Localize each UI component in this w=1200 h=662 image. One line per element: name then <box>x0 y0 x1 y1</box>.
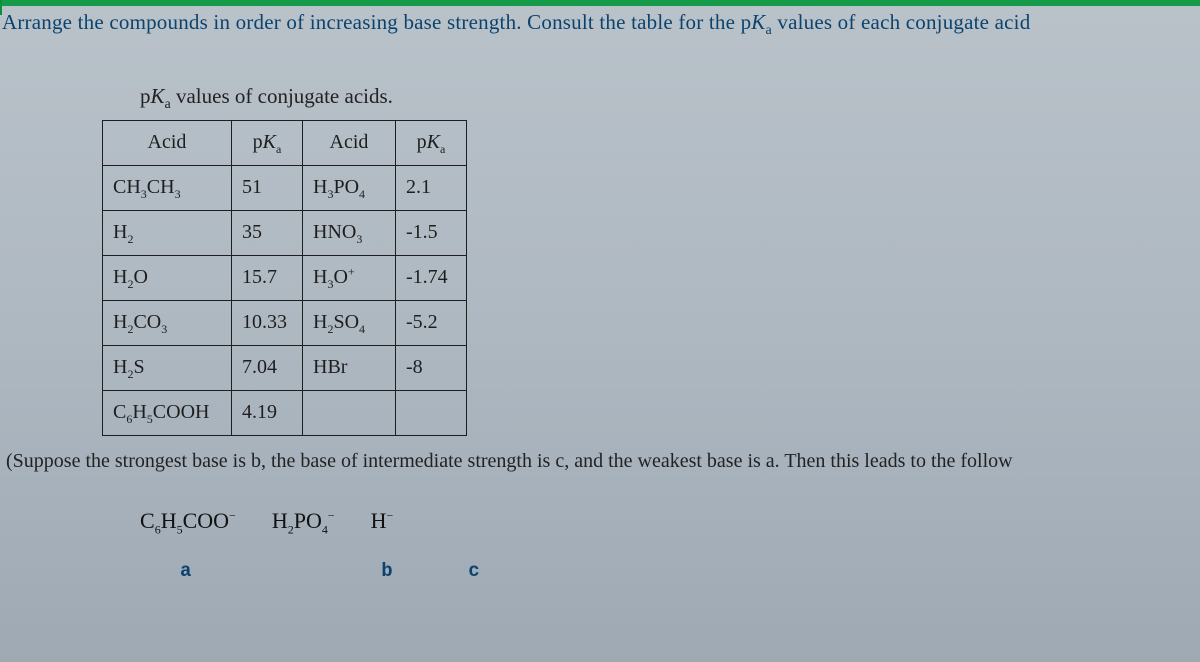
cell: -1.5 <box>396 211 467 256</box>
th-acid-1: Acid <box>103 121 232 166</box>
instruction-text: (Suppose the strongest base is b, the ba… <box>6 450 1200 473</box>
cell: H2SO4 <box>303 301 396 346</box>
table-header-row: Acid pKa Acid pKa <box>103 121 467 166</box>
th-pka-1: pKa <box>232 121 303 166</box>
table-caption: pKa values of conjugate acids. <box>140 84 393 109</box>
cell: 35 <box>232 211 303 256</box>
cell: HBr <box>303 346 396 391</box>
compound-b: H2PO4− <box>272 508 335 534</box>
answer-compounds: C6H5COO− H2PO4− H− <box>140 508 425 534</box>
cell: 51 <box>232 166 303 211</box>
table-body: CH3CH3 51 H3PO4 2.1 H2 35 HNO3 -1.5 H2O … <box>103 166 467 436</box>
th-pka-2: pKa <box>396 121 467 166</box>
cell: CH3CH3 <box>103 166 232 211</box>
cell: H2 <box>103 211 232 256</box>
table-row: H2 35 HNO3 -1.5 <box>103 211 467 256</box>
answer-input-b[interactable]: b <box>342 560 432 582</box>
cell: H2O <box>103 256 232 301</box>
progress-bar <box>0 0 1200 6</box>
cell: H3PO4 <box>303 166 396 211</box>
pka-table: Acid pKa Acid pKa CH3CH3 51 H3PO4 2.1 H2… <box>102 120 467 436</box>
table-row: C6H5COOH 4.19 <box>103 391 467 436</box>
th-acid-2: Acid <box>303 121 396 166</box>
table-row: H2S 7.04 HBr -8 <box>103 346 467 391</box>
cell: 2.1 <box>396 166 467 211</box>
cell: C6H5COOH <box>103 391 232 436</box>
answer-input-a[interactable]: a <box>140 560 320 582</box>
cell: -1.74 <box>396 256 467 301</box>
table-row: H2O 15.7 H3O+ -1.74 <box>103 256 467 301</box>
answer-input-c[interactable]: c <box>454 560 494 582</box>
cell <box>303 391 396 436</box>
cell: 7.04 <box>232 346 303 391</box>
cell: 10.33 <box>232 301 303 346</box>
cell: H2CO3 <box>103 301 232 346</box>
table-row: CH3CH3 51 H3PO4 2.1 <box>103 166 467 211</box>
answer-labels: a b c <box>140 560 512 582</box>
table-row: H2CO3 10.33 H2SO4 -5.2 <box>103 301 467 346</box>
cell: HNO3 <box>303 211 396 256</box>
question-text: Arrange the compounds in order of increa… <box>2 10 1200 35</box>
cell: -8 <box>396 346 467 391</box>
cell: 15.7 <box>232 256 303 301</box>
cell: 4.19 <box>232 391 303 436</box>
cell: -5.2 <box>396 301 467 346</box>
cell: H2S <box>103 346 232 391</box>
cell <box>396 391 467 436</box>
compound-c: H− <box>371 508 394 534</box>
compound-a: C6H5COO− <box>140 508 236 534</box>
cell: H3O+ <box>303 256 396 301</box>
